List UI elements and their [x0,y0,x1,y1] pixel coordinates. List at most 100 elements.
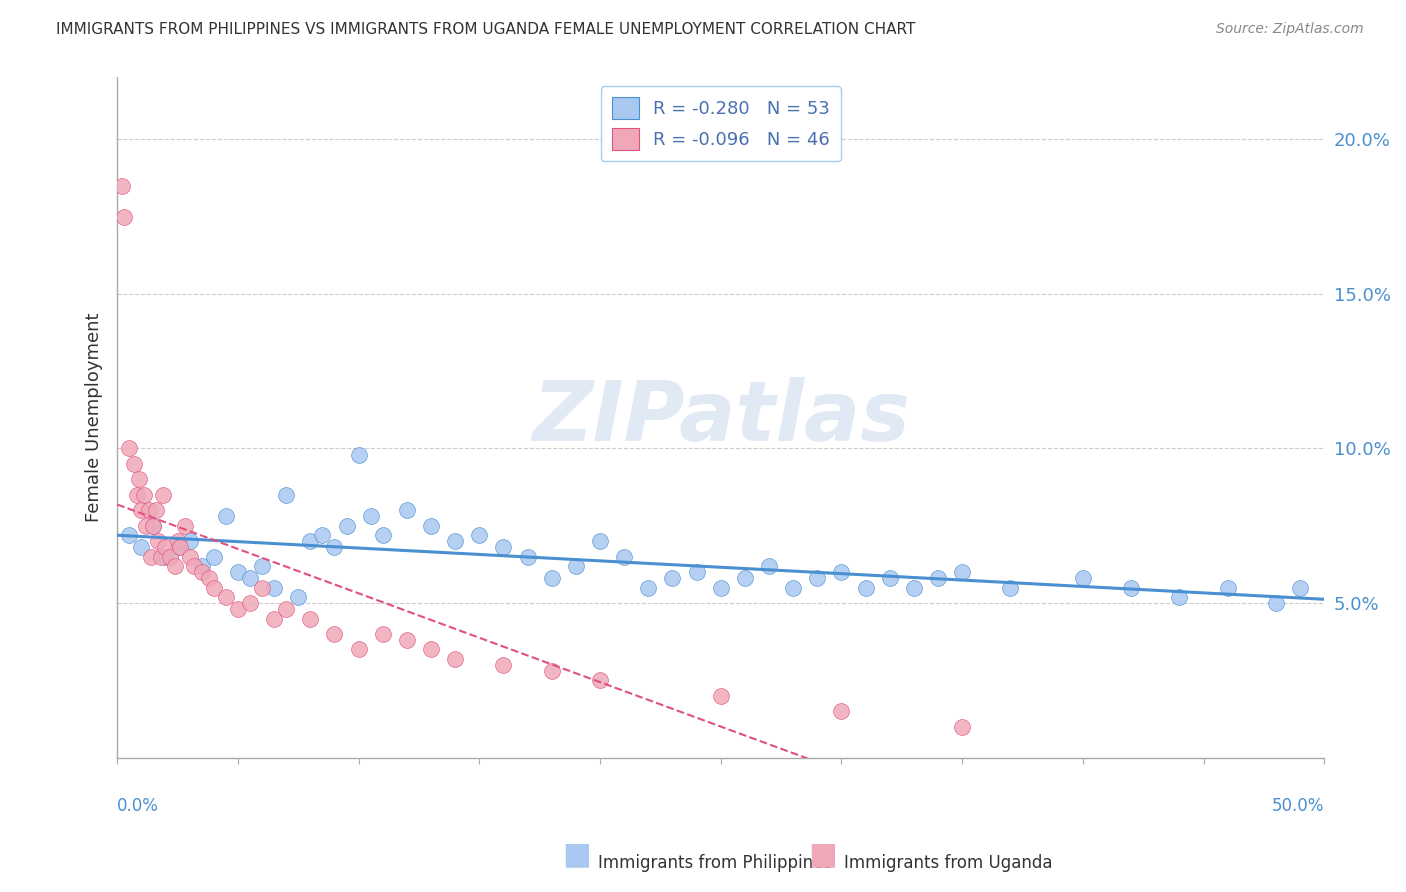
Point [661,571,683,585]
Point [250,581,273,595]
Point [420,518,443,533]
Text: 50.0%: 50.0% [1272,797,1324,814]
Point [1121,581,1143,595]
Point [395,503,418,517]
Point [710,689,733,703]
Point [118,442,141,456]
Text: Immigrants from Philippines: Immigrants from Philippines [598,855,832,872]
Point [139,549,162,564]
Point [239,596,262,610]
Point [299,611,322,625]
Point [589,534,612,549]
Point [903,581,925,595]
Point [879,571,901,585]
Point [1000,581,1022,595]
Point [198,571,221,585]
Point [276,602,298,616]
Point [263,611,285,625]
Point [347,642,370,657]
Text: 0.0%: 0.0% [117,797,159,814]
Point [540,571,562,585]
Y-axis label: Female Unemployment: Female Unemployment [86,313,103,523]
Point [239,571,262,585]
Point [190,558,212,573]
Text: Immigrants from Uganda: Immigrants from Uganda [844,855,1052,872]
Point [149,549,172,564]
Point [927,571,949,585]
Point [782,581,804,595]
Point [1289,581,1312,595]
Point [166,541,188,555]
Point [179,549,201,564]
Point [444,651,467,665]
Point [125,488,148,502]
Point [299,534,322,549]
Point [152,488,174,502]
Point [155,541,177,555]
Point [226,602,249,616]
Point [360,509,382,524]
Text: ■: ■ [562,840,591,870]
Legend: R = -0.280   N = 53, R = -0.096   N = 46: R = -0.280 N = 53, R = -0.096 N = 46 [600,87,841,161]
Point [1265,596,1288,610]
Point [830,565,852,579]
Point [855,581,877,595]
Point [122,457,145,471]
Point [165,558,187,573]
Point [138,503,160,517]
Point [145,503,167,517]
Point [287,590,309,604]
Point [263,581,285,595]
Point [950,565,973,579]
Point [118,528,141,542]
Point [806,571,828,585]
Point [131,503,153,517]
Point [565,558,588,573]
Point [202,581,225,595]
Point [589,673,612,688]
Point [371,528,394,542]
Point [183,558,205,573]
Point [215,590,238,604]
Point [169,541,191,555]
Point [155,549,177,564]
Point [114,210,136,224]
Point [323,627,346,641]
Text: ■: ■ [808,840,837,870]
Point [492,541,515,555]
Point [148,534,170,549]
Point [190,565,212,579]
Point [468,528,491,542]
Point [444,534,467,549]
Point [758,558,780,573]
Point [335,518,357,533]
Point [685,565,707,579]
Point [710,581,733,595]
Point [142,518,165,533]
Point [173,518,195,533]
Point [1168,590,1191,604]
Point [323,541,346,555]
Point [492,657,515,672]
Point [1216,581,1239,595]
Point [395,633,418,648]
Text: Source: ZipAtlas.com: Source: ZipAtlas.com [1216,22,1364,37]
Point [159,549,181,564]
Text: ZIPatlas: ZIPatlas [531,377,910,458]
Point [1071,571,1094,585]
Point [347,448,370,462]
Point [250,558,273,573]
Point [179,534,201,549]
Point [132,488,155,502]
Point [128,472,150,486]
Point [540,664,562,678]
Point [420,642,443,657]
Point [166,534,188,549]
Point [613,549,636,564]
Point [371,627,394,641]
Point [202,549,225,564]
Point [734,571,756,585]
Point [226,565,249,579]
Text: IMMIGRANTS FROM PHILIPPINES VS IMMIGRANTS FROM UGANDA FEMALE UNEMPLOYMENT CORREL: IMMIGRANTS FROM PHILIPPINES VS IMMIGRANT… [56,22,915,37]
Point [311,528,333,542]
